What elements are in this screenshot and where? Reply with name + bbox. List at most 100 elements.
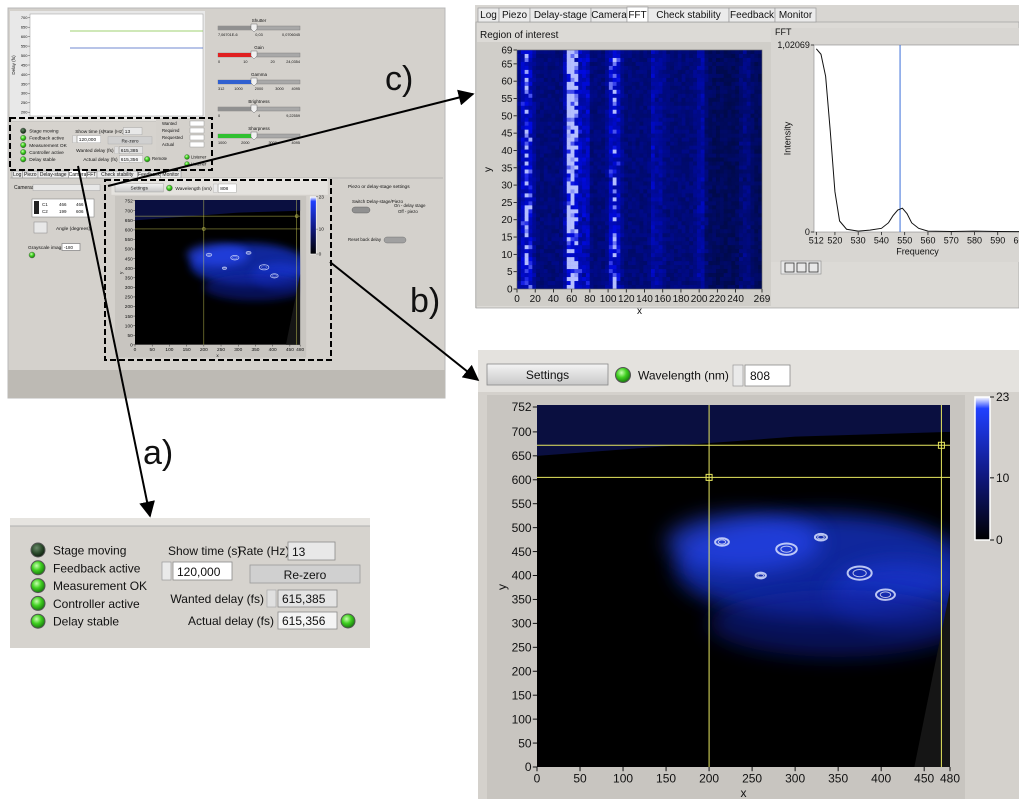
roi-pixel bbox=[659, 229, 663, 233]
led bbox=[31, 561, 45, 575]
roi-pixel bbox=[540, 166, 544, 170]
roi-pixel bbox=[551, 50, 555, 54]
spinner[interactable] bbox=[733, 365, 743, 386]
listener-label: Listener bbox=[191, 155, 207, 160]
roi-pixel bbox=[559, 265, 563, 269]
roi-pixel bbox=[532, 162, 536, 166]
roi-pixel bbox=[563, 237, 567, 241]
roi-pixel bbox=[563, 70, 567, 74]
roi-pixel bbox=[659, 241, 663, 245]
roi-pixel bbox=[731, 229, 735, 233]
roi-pixel bbox=[609, 221, 613, 225]
roi-pixel bbox=[574, 86, 578, 90]
roi-pixel bbox=[659, 114, 663, 118]
roi-pixel bbox=[743, 173, 747, 177]
roi-pixel bbox=[544, 189, 548, 193]
roi-pixel bbox=[582, 98, 586, 102]
tab-label: Feedback bbox=[730, 10, 775, 21]
roi-pixel bbox=[739, 249, 743, 253]
spinner[interactable] bbox=[73, 136, 77, 143]
roi-pixel bbox=[536, 193, 540, 197]
roi-pixel bbox=[571, 253, 575, 257]
roi-pixel bbox=[758, 197, 762, 201]
roi-pixel bbox=[563, 150, 567, 154]
roi-pixel bbox=[674, 265, 678, 269]
roi-pixel bbox=[521, 225, 525, 229]
roi-pixel bbox=[651, 78, 655, 82]
roi-pixel bbox=[532, 154, 536, 158]
roi-pixel bbox=[701, 106, 705, 110]
roi-pixel bbox=[708, 106, 712, 110]
move-control[interactable] bbox=[34, 222, 47, 233]
roi-pixel bbox=[567, 102, 571, 106]
roi-pixel bbox=[601, 110, 605, 114]
roi-pixel bbox=[747, 66, 751, 70]
roi-pixel bbox=[666, 86, 670, 90]
roi-pixel bbox=[594, 86, 598, 90]
roi-pixel bbox=[536, 181, 540, 185]
roi-pixel bbox=[555, 162, 559, 166]
roi-pixel bbox=[617, 122, 621, 126]
roi-pixel bbox=[613, 205, 617, 209]
roi-pixel bbox=[655, 54, 659, 58]
roi-pixel bbox=[689, 158, 693, 162]
roi-pixel bbox=[724, 249, 728, 253]
camera-selector[interactable] bbox=[33, 185, 100, 191]
roi-pixel bbox=[636, 98, 640, 102]
roi-pixel bbox=[536, 66, 540, 70]
roi-pixel bbox=[628, 138, 632, 142]
roi-pixel bbox=[563, 146, 567, 150]
spinner[interactable] bbox=[162, 562, 171, 580]
roi-pixel bbox=[559, 106, 563, 110]
roi-pixel bbox=[716, 158, 720, 162]
roi-pixel bbox=[685, 162, 689, 166]
roi-pixel bbox=[624, 273, 628, 277]
roi-pixel bbox=[670, 78, 674, 82]
roi-pixel bbox=[743, 110, 747, 114]
roi-pixel bbox=[708, 90, 712, 94]
roi-pixel bbox=[540, 50, 544, 54]
reset-toggle[interactable] bbox=[384, 237, 406, 243]
wavelength-value: 808 bbox=[750, 369, 770, 383]
roi-pixel bbox=[548, 170, 552, 174]
roi-pixel bbox=[739, 158, 743, 162]
spinner[interactable] bbox=[213, 184, 217, 192]
x-tick-label: 0 bbox=[134, 347, 137, 353]
roi-pixel bbox=[632, 110, 636, 114]
indicator-label: Stage moving bbox=[53, 544, 126, 558]
roi-pixel bbox=[540, 114, 544, 118]
roi-pixel bbox=[708, 102, 712, 106]
roi-pixel bbox=[708, 158, 712, 162]
roi-pixel bbox=[731, 217, 735, 221]
roi-pixel bbox=[712, 166, 716, 170]
roi-pixel bbox=[574, 249, 578, 253]
roi-pixel bbox=[617, 110, 621, 114]
roi-pixel bbox=[685, 205, 689, 209]
roi-pixel bbox=[705, 78, 709, 82]
roi-pixel bbox=[720, 245, 724, 249]
x-tick-label: 100 bbox=[600, 294, 617, 305]
roi-pixel bbox=[743, 170, 747, 174]
y-tick-label: 50 bbox=[501, 111, 513, 122]
roi-pixel bbox=[682, 181, 686, 185]
roi-pixel bbox=[747, 74, 751, 78]
roi-pixel bbox=[551, 285, 555, 289]
roi-pixel bbox=[555, 253, 559, 257]
roi-pixel bbox=[597, 162, 601, 166]
roi-pixel bbox=[559, 173, 563, 177]
roi-pixel bbox=[743, 177, 747, 181]
roi-pixel bbox=[617, 170, 621, 174]
roi-pixel bbox=[747, 110, 751, 114]
roi-pixel bbox=[582, 78, 586, 82]
roi-pixel bbox=[544, 70, 548, 74]
roi-pixel bbox=[601, 245, 605, 249]
y-tick-label: 200 bbox=[512, 664, 532, 678]
roi-pixel bbox=[586, 154, 590, 158]
roi-pixel bbox=[689, 122, 693, 126]
roi-pixel bbox=[731, 181, 735, 185]
roi-pixel bbox=[728, 193, 732, 197]
switch-toggle[interactable] bbox=[352, 207, 370, 213]
tab-label: FFT bbox=[628, 10, 646, 21]
roi-pixel bbox=[751, 173, 755, 177]
roi-pixel bbox=[716, 118, 720, 122]
